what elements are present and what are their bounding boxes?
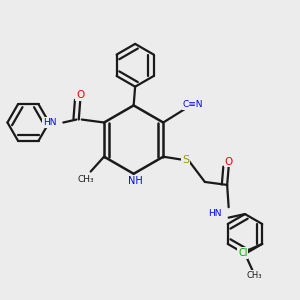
Text: S: S [182, 155, 189, 165]
Text: CH₃: CH₃ [246, 271, 262, 280]
Text: CH₃: CH₃ [78, 176, 94, 184]
Text: HN: HN [43, 118, 56, 127]
Text: O: O [224, 157, 233, 167]
Text: Cl: Cl [238, 248, 248, 258]
Text: C≡N: C≡N [183, 100, 203, 109]
Text: HN: HN [208, 209, 222, 218]
Text: O: O [76, 90, 84, 100]
Text: NH: NH [128, 176, 142, 186]
